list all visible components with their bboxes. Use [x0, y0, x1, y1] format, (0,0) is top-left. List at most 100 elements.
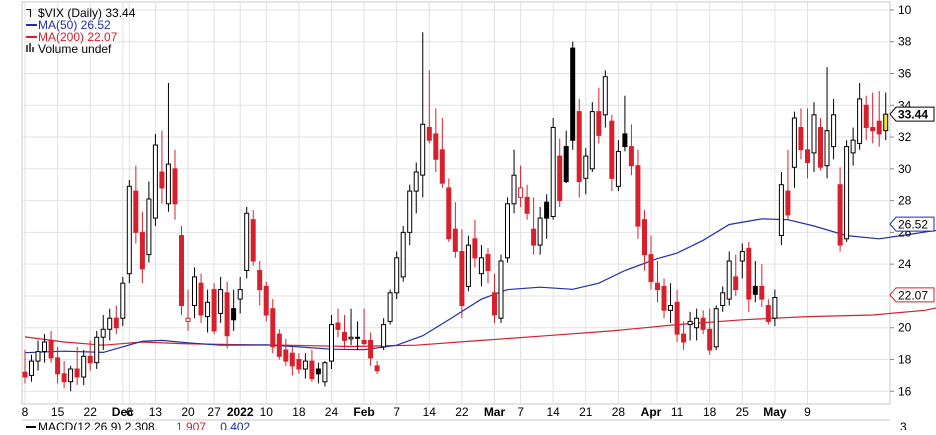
candle-body [752, 285, 758, 295]
y-tick-label: 16 [898, 384, 912, 398]
candle [596, 87, 602, 144]
candle [537, 206, 543, 255]
candle-body [505, 203, 510, 259]
candle-body [563, 146, 569, 183]
candle-body [570, 47, 576, 141]
macd-tick-label: 3 [900, 420, 907, 430]
price-tag-label: 22.07 [898, 288, 928, 302]
candle [492, 273, 497, 323]
x-tick-label: Apr [641, 405, 662, 419]
candle-body [446, 187, 452, 240]
candle [726, 251, 732, 306]
candle-body [296, 359, 302, 370]
candle-body [433, 133, 439, 160]
candle [329, 315, 334, 370]
candle [315, 362, 321, 384]
candle-body [628, 146, 634, 167]
candle [29, 354, 34, 382]
candle [283, 338, 289, 366]
candle-body [165, 163, 171, 205]
candle [322, 361, 328, 387]
candle [791, 111, 797, 188]
candle [459, 229, 465, 319]
candle-body [818, 127, 823, 168]
candle [244, 206, 250, 279]
candle-body [524, 196, 530, 214]
candle [635, 149, 641, 239]
candle [35, 340, 41, 371]
candle [661, 278, 667, 319]
candle-body [674, 301, 680, 335]
y-tick-label: 10 [898, 3, 912, 17]
candle [120, 276, 126, 327]
candle-body [557, 155, 563, 202]
candle [126, 179, 132, 284]
candle-body [583, 155, 589, 179]
candle [700, 310, 706, 335]
candle [798, 108, 804, 160]
candle-body [720, 292, 726, 306]
candle [615, 140, 621, 192]
candle-body [244, 212, 250, 272]
y-tick-label: 30 [898, 162, 912, 176]
price-tag [889, 106, 935, 122]
candle [113, 305, 119, 335]
candle [518, 165, 524, 207]
candle-body [537, 217, 543, 246]
legend-volume-icon [32, 47, 34, 52]
candle [348, 308, 354, 346]
candle-body [576, 111, 582, 182]
candle-body [100, 328, 106, 338]
candle-body [61, 373, 67, 383]
candle [752, 260, 758, 303]
macd-value: 0.402 [220, 420, 250, 430]
candle [472, 219, 478, 268]
candle [250, 210, 256, 266]
candle-body [29, 360, 34, 376]
candle-body [648, 254, 654, 283]
candle-body [492, 292, 497, 316]
candle-body [739, 251, 745, 262]
legend-label: $VIX (Daily) 33.44 [38, 6, 136, 20]
candle-body [759, 285, 765, 300]
candle-body [811, 114, 817, 154]
y-tick-label: 28 [898, 194, 912, 208]
candle [42, 334, 47, 363]
candle-body [733, 276, 739, 291]
legend-volume-icon [26, 45, 28, 52]
candle-body [48, 339, 54, 359]
candle [420, 32, 426, 198]
candle-body [302, 360, 308, 370]
candle-body [224, 292, 230, 337]
candle-body [400, 231, 406, 278]
candle-body [439, 149, 445, 184]
candle-body [805, 149, 810, 164]
candle-body [237, 289, 243, 300]
candle [198, 273, 204, 323]
candle-body [198, 282, 204, 316]
candle [426, 70, 432, 144]
candle-body [765, 305, 771, 322]
candle-body [544, 201, 550, 219]
x-tick-label: 21 [579, 405, 593, 419]
candle-body [837, 184, 843, 246]
candle-body [550, 127, 556, 217]
candle-body [472, 238, 478, 259]
x-tick-label: 18 [703, 405, 717, 419]
candle [139, 211, 145, 284]
candle-body [276, 333, 282, 357]
candle-body [785, 190, 791, 216]
candle [342, 315, 347, 349]
candle [505, 197, 510, 263]
candle-body [355, 336, 360, 339]
candle-body [824, 130, 830, 167]
candle [831, 98, 837, 160]
candle-body [322, 362, 328, 383]
candle-body [713, 308, 719, 348]
candle-body [596, 111, 602, 136]
candle [576, 98, 582, 198]
candle [133, 165, 139, 244]
candle [55, 346, 61, 384]
x-tick-label: 27 [207, 405, 221, 419]
candle-body [342, 332, 347, 341]
